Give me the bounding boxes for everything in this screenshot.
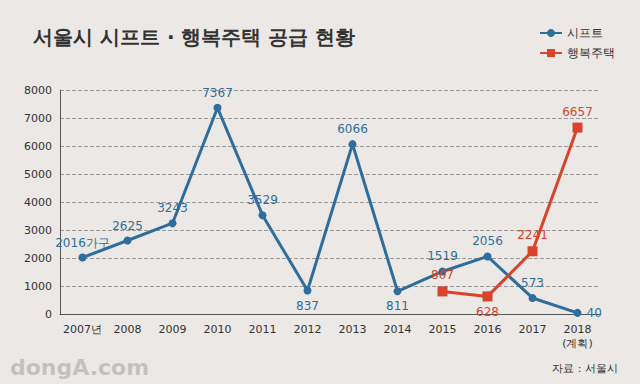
svg-text:서울시 시프트 · 행복주택 공급 현황: 서울시 시프트 · 행복주택 공급 현황 bbox=[33, 25, 355, 49]
svg-text:2241: 2241 bbox=[517, 228, 548, 242]
svg-text:628: 628 bbox=[476, 305, 499, 319]
svg-text:7367: 7367 bbox=[202, 86, 233, 100]
svg-text:2000: 2000 bbox=[24, 252, 52, 265]
svg-text:2018: 2018 bbox=[564, 323, 592, 336]
svg-text:837: 837 bbox=[296, 299, 319, 313]
svg-text:0: 0 bbox=[45, 308, 52, 321]
svg-text:2056: 2056 bbox=[472, 234, 503, 248]
svg-text:2008: 2008 bbox=[114, 323, 142, 336]
svg-text:2016: 2016 bbox=[474, 323, 502, 336]
svg-text:3243: 3243 bbox=[157, 201, 188, 215]
svg-text:행복주택: 행복주택 bbox=[567, 46, 615, 60]
svg-text:2013: 2013 bbox=[339, 323, 367, 336]
svg-text:40: 40 bbox=[587, 306, 602, 320]
svg-text:2015: 2015 bbox=[429, 323, 457, 336]
svg-text:2625: 2625 bbox=[112, 219, 143, 233]
svg-text:3529: 3529 bbox=[247, 193, 278, 207]
svg-text:6000: 6000 bbox=[24, 140, 52, 153]
svg-text:6657: 6657 bbox=[562, 105, 593, 119]
svg-text:1000: 1000 bbox=[24, 280, 52, 293]
svg-text:2010: 2010 bbox=[204, 323, 232, 336]
svg-text:1519: 1519 bbox=[427, 249, 458, 263]
svg-text:시프트: 시프트 bbox=[567, 26, 603, 40]
svg-text:(계획): (계획) bbox=[562, 337, 593, 350]
svg-text:573: 573 bbox=[521, 276, 544, 290]
svg-text:8000: 8000 bbox=[24, 84, 52, 97]
svg-text:2017: 2017 bbox=[519, 323, 547, 336]
svg-text:3000: 3000 bbox=[24, 224, 52, 237]
svg-text:2016가구: 2016가구 bbox=[55, 236, 110, 250]
svg-text:5000: 5000 bbox=[24, 168, 52, 181]
svg-text:자료 : 서울시: 자료 : 서울시 bbox=[552, 362, 618, 375]
svg-text:2014: 2014 bbox=[384, 323, 412, 336]
svg-text:7000: 7000 bbox=[24, 112, 52, 125]
svg-text:2012: 2012 bbox=[294, 323, 322, 336]
svg-text:807: 807 bbox=[431, 268, 454, 282]
svg-text:2007년: 2007년 bbox=[63, 323, 102, 336]
svg-text:6066: 6066 bbox=[337, 122, 368, 136]
svg-text:4000: 4000 bbox=[24, 196, 52, 209]
svg-text:2009: 2009 bbox=[159, 323, 187, 336]
svg-text:2011: 2011 bbox=[249, 323, 277, 336]
svg-text:dongA.com: dongA.com bbox=[10, 355, 149, 380]
svg-text:811: 811 bbox=[386, 299, 409, 313]
